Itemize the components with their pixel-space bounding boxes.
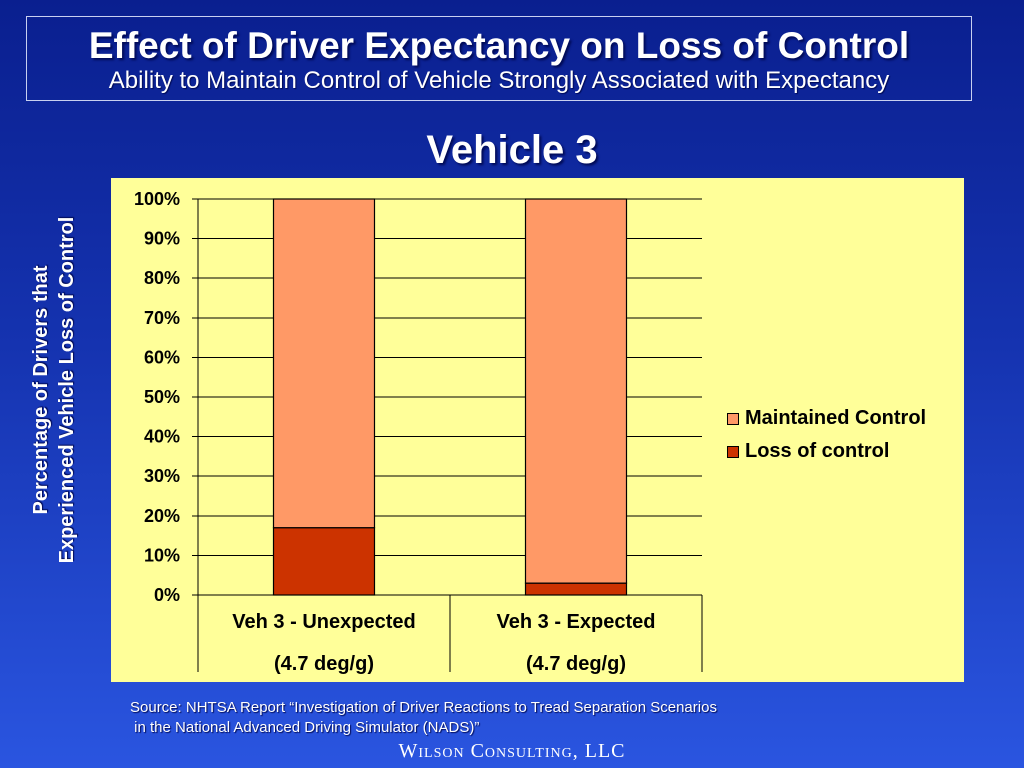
bar-segment [272,198,376,529]
legend-swatch-loss [727,445,739,458]
source-line-2: in the National Advanced Driving Simulat… [130,719,480,736]
y-tick-label: 80% [144,268,180,288]
y-tick-label: 20% [144,506,180,526]
slide-title: Effect of Driver Expectancy on Loss of C… [88,25,910,66]
y-tick-label: 60% [144,347,180,367]
legend-label-loss: Loss of control [745,440,890,462]
x-tick-label: (4.7 deg/g) [274,653,374,675]
y-tick-label: 0% [154,585,180,605]
x-tick-label: Veh 3 - Expected [497,611,656,633]
legend-item-maintained: Maintained Control [727,402,926,435]
source-note: Source: NHTSA Report “Investigation of D… [130,698,717,738]
footer-company: Wilson Consulting, LLC [398,740,626,762]
y-tick-label: 40% [144,427,180,447]
x-tick-label: Veh 3 - Unexpected [232,611,415,633]
chart-title: Vehicle 3 [426,128,598,172]
source-line-1: Source: NHTSA Report “Investigation of D… [130,699,717,716]
bar-segment [272,527,376,596]
y-tick-label: 30% [144,466,180,486]
bar-segment [524,198,628,584]
y-tick-label: 10% [144,545,180,565]
legend-item-loss: Loss of control [727,435,926,468]
y-tick-label: 70% [144,308,180,328]
y-tick-label: 50% [144,387,180,407]
bar-segment [524,582,628,596]
x-tick-label: (4.7 deg/g) [526,653,626,675]
legend: Maintained Control Loss of control [727,402,926,468]
legend-label-maintained: Maintained Control [745,407,927,429]
slide-subtitle: Ability to Maintain Control of Vehicle S… [108,67,890,94]
title-box: Effect of Driver Expectancy on Loss of C… [26,16,972,101]
legend-swatch-maintained [727,412,739,425]
y-tick-label: 100% [134,189,180,209]
y-tick-label: 90% [144,229,180,249]
